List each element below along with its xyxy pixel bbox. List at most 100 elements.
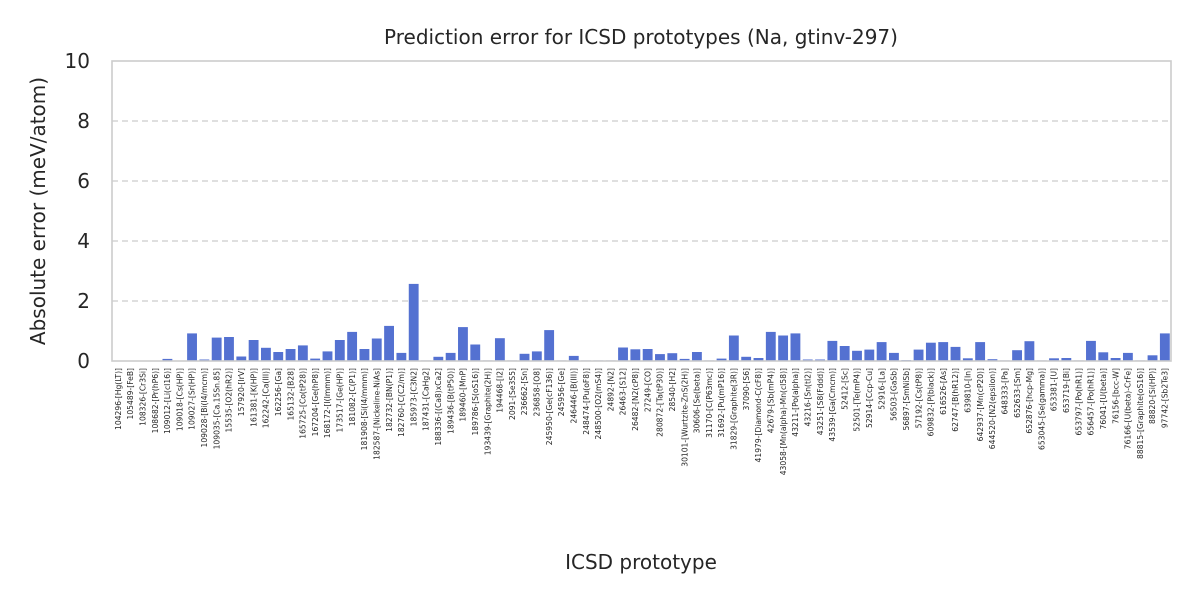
bar xyxy=(187,333,197,361)
bar xyxy=(1098,352,1109,361)
x-tick-label: 248500-[O2(mS4)] xyxy=(594,368,603,439)
x-tick-label: 609832-[P(black)] xyxy=(927,368,936,436)
x-tick-label: 76166-[U(beta)-CrFe] xyxy=(1124,368,1133,449)
x-tick-label: 165725-[Co(tP28)] xyxy=(299,368,308,439)
bar xyxy=(876,342,887,361)
x-tick-label: 105489-[FeB] xyxy=(126,368,135,420)
x-tick-label: 173517-[Ge(HP)] xyxy=(336,368,345,432)
y-tick-label: 4 xyxy=(77,229,90,253)
x-tick-label: 653797-[Po(hR1)] xyxy=(1074,368,1083,435)
x-tick-label: 280872-[Ta(tP30)] xyxy=(656,368,665,437)
x-tick-label: 108682-[Pr(hP6)] xyxy=(151,368,160,433)
bar xyxy=(224,337,234,361)
x-tick-label: 109028-[Bi(I4/mcm)] xyxy=(200,368,209,448)
x-tick-label: 43216-[Sn(tI2)] xyxy=(803,368,812,426)
x-tick-label: 76041-[U(beta)] xyxy=(1099,368,1108,429)
bar xyxy=(852,350,862,361)
x-tick-label: 246446-[B(III)] xyxy=(569,368,578,424)
y-tick-label: 2 xyxy=(77,289,90,313)
x-tick-label: 28540-[H2] xyxy=(668,368,677,411)
plot-frame xyxy=(111,60,1172,362)
x-tick-label: 109012-[Li(cI16)] xyxy=(163,368,172,434)
bar xyxy=(359,349,370,361)
x-tick-label: 56897-[SmNiSb] xyxy=(902,368,911,431)
y-tick-label: 8 xyxy=(77,109,90,133)
x-tick-label: 182732-[BN(P1)] xyxy=(385,368,394,432)
bar xyxy=(371,338,382,361)
bar xyxy=(273,352,284,361)
x-tick-label: 157920-[IrV] xyxy=(237,368,246,416)
bar xyxy=(950,346,961,361)
x-tick-label: 42679-[Sb(mP4)] xyxy=(766,368,775,433)
bar xyxy=(408,283,419,361)
gridlines xyxy=(112,120,1171,302)
x-tick-label: 639810-[In] xyxy=(964,368,973,413)
bar xyxy=(384,325,394,361)
x-tick-label: 41979-[Diamond-C(cF8)] xyxy=(754,368,763,462)
bar xyxy=(827,340,838,361)
x-axis-label: ICSD prototype xyxy=(565,550,717,574)
bar xyxy=(162,358,173,361)
bar xyxy=(211,337,222,361)
x-tick-label: 26482-[N2(cP8)] xyxy=(631,368,640,431)
bar xyxy=(248,340,259,361)
bar xyxy=(458,327,468,361)
bar xyxy=(396,352,407,361)
x-tick-label: 30606-[Se(beta)] xyxy=(693,368,702,433)
x-tick-label: 52501-[Te(mP4)] xyxy=(853,368,862,432)
x-tick-label: 185973-[C3N2] xyxy=(409,368,418,426)
bar xyxy=(765,331,776,361)
x-tick-label: 165132-[B28] xyxy=(286,368,295,421)
x-tick-label: 27249-[CO] xyxy=(643,368,652,412)
x-tick-label: 24892-[N2] xyxy=(606,368,615,411)
x-tick-label: 109027-[Sr(HP)] xyxy=(188,368,197,430)
bar xyxy=(297,345,308,361)
bar xyxy=(334,340,345,361)
x-tick-label: 652876-[hcp-Mg] xyxy=(1025,368,1034,434)
bar xyxy=(642,349,653,361)
x-tick-label: 104296-[Hg(LT)] xyxy=(114,368,123,430)
x-tick-label: 43251-[S8(Fddd)] xyxy=(816,368,825,435)
x-tick-label: 76156-[bcc-W] xyxy=(1111,368,1120,424)
x-tick-label: 182587-[Nickeline-NiAs] xyxy=(372,368,381,460)
x-tick-label: 57192-[Cs(tP8)] xyxy=(914,368,923,428)
x-tick-label: 108326-[Cr3Si] xyxy=(138,368,147,426)
bar xyxy=(531,351,542,361)
x-tick-label: 162256-[Ga] xyxy=(274,368,283,416)
bar xyxy=(236,356,247,361)
x-tick-label: 236858-[O8] xyxy=(533,368,542,416)
bar xyxy=(494,338,505,361)
x-tick-label: 653381-[U] xyxy=(1050,368,1059,411)
bar xyxy=(667,353,678,361)
x-tick-label: 656457-[Po(hR1)] xyxy=(1087,368,1096,435)
x-tick-label: 168172-[I(Immm)] xyxy=(323,368,332,438)
x-tick-label: 193439-[Graphite(2H)] xyxy=(483,368,492,455)
x-tick-label: 644520-[N2(epsilon)] xyxy=(988,368,997,449)
x-tick-label: 181082-[C(P1)] xyxy=(348,368,357,426)
x-tick-label: 52412-[Sc] xyxy=(840,368,849,410)
bar xyxy=(864,349,875,361)
bar xyxy=(433,356,444,361)
bar xyxy=(1012,350,1023,361)
x-tick-label: 43539-[Ga(Cmcm)] xyxy=(828,368,837,442)
x-tick-label: 167204-[Ge(hP8)] xyxy=(311,368,320,436)
bar xyxy=(630,349,641,361)
x-tick-label: 26463-[S12] xyxy=(619,368,628,415)
bar xyxy=(889,352,899,361)
x-tick-label: 189786-[S(oS16)] xyxy=(471,368,480,436)
x-tick-label: 30101-[Wurtzite-ZnS(2H)] xyxy=(680,368,689,467)
bar xyxy=(1061,358,1072,361)
bar xyxy=(519,353,530,361)
x-tick-label: 162242-[Ca(III)] xyxy=(262,368,271,428)
bar xyxy=(938,342,949,361)
bar xyxy=(839,346,850,361)
x-tick-label: 188336-[(Ca8)xCa2] xyxy=(434,368,443,446)
x-tick-label: 182760-[C(C2/m)] xyxy=(397,368,406,437)
x-tick-label: 43211-[Po(alpha)] xyxy=(791,368,800,437)
bar xyxy=(1024,341,1035,361)
x-tick-label: 97742-[Sb2Te3] xyxy=(1161,368,1170,428)
bar xyxy=(778,335,789,361)
x-tick-label: 652633-[Sm] xyxy=(1013,368,1022,418)
x-tick-label: 88820-[Si(HP)] xyxy=(1148,368,1157,424)
